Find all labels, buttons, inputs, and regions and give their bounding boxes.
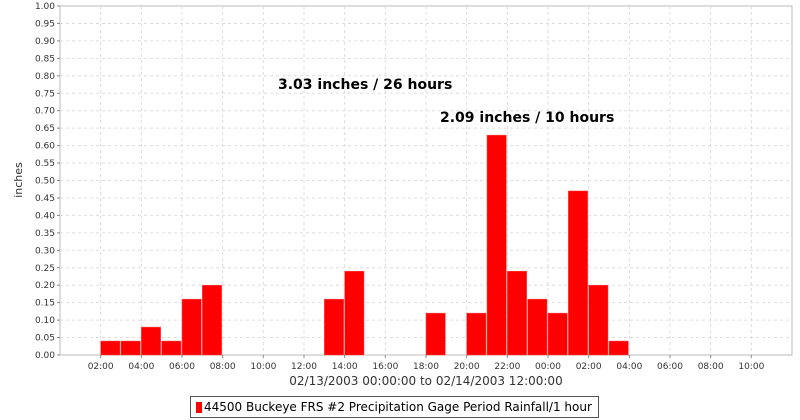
- bar: [588, 284, 609, 356]
- bar: [141, 326, 161, 356]
- legend-label: 44500 Buckeye FRS #2 Precipitation Gage …: [204, 400, 592, 414]
- x-tick-label: 00:00: [535, 362, 561, 372]
- annotation-event: 2.09 inches / 10 hours: [440, 110, 614, 126]
- y-tick-label: 0.30: [35, 246, 55, 256]
- bar: [608, 340, 629, 356]
- x-tick-label: 22:00: [494, 362, 520, 372]
- x-tick-label: 04:00: [616, 362, 642, 372]
- y-tick-label: 0.55: [35, 159, 55, 169]
- y-tick-label: 0.40: [35, 211, 55, 221]
- y-tick-label: 1.00: [35, 2, 55, 12]
- bar: [100, 340, 121, 356]
- x-tick-label: 10:00: [250, 362, 276, 372]
- y-tick-label: 0.95: [35, 19, 55, 29]
- x-tick-label: 16:00: [372, 362, 398, 372]
- bar: [486, 134, 507, 356]
- y-tick-label: 0.70: [35, 107, 55, 117]
- y-tick-label: 0.65: [35, 124, 55, 134]
- bar: [344, 270, 365, 356]
- bar: [161, 340, 182, 356]
- y-tick-label: 0.90: [35, 37, 55, 47]
- bar: [547, 312, 568, 356]
- y-tick-label: 0.00: [35, 351, 55, 361]
- y-tick-label: 0.05: [35, 334, 55, 344]
- y-tick-label: 0.50: [35, 177, 55, 187]
- y-tick-label: 0.85: [35, 54, 55, 64]
- x-tick-label: 02:00: [88, 362, 114, 372]
- bar: [527, 298, 548, 356]
- y-tick-label: 0.25: [35, 264, 55, 274]
- y-tick-label: 0.75: [35, 89, 55, 99]
- y-tick-label: 0.80: [35, 72, 55, 82]
- annotation-total: 3.03 inches / 26 hours: [278, 77, 452, 93]
- bars-group: [100, 134, 629, 356]
- x-tick-label: 20:00: [454, 362, 480, 372]
- y-tick-label: 0.10: [35, 316, 55, 326]
- legend-swatch: [196, 401, 202, 413]
- x-tick-label: 10:00: [738, 362, 764, 372]
- x-tick-label: 14:00: [332, 362, 358, 372]
- bar: [568, 190, 588, 356]
- legend: 44500 Buckeye FRS #2 Precipitation Gage …: [190, 396, 599, 418]
- bar: [181, 298, 202, 356]
- bar: [324, 298, 344, 356]
- bar: [120, 340, 141, 356]
- x-tick-label: 04:00: [128, 362, 154, 372]
- y-tick-label: 0.20: [35, 281, 55, 291]
- x-tick-label: 08:00: [210, 362, 236, 372]
- x-tick-label: 18:00: [413, 362, 439, 372]
- y-tick-label: 0.15: [35, 299, 55, 309]
- y-tick-label: 0.60: [35, 142, 55, 152]
- bar: [466, 312, 487, 356]
- x-axis-ticks: 02:00 04:00 06:00 08:00 10:00 12:00 14:00 16:00…: [88, 355, 765, 372]
- y-axis-label: inches: [12, 162, 25, 198]
- x-tick-label: 08:00: [698, 362, 724, 372]
- bar: [507, 270, 527, 356]
- y-tick-label: 0.45: [35, 194, 55, 204]
- x-tick-label: 06:00: [657, 362, 683, 372]
- bar: [425, 312, 446, 356]
- x-tick-label: 12:00: [291, 362, 317, 372]
- y-tick-label: 0.35: [35, 229, 55, 239]
- bar: [202, 284, 222, 356]
- x-tick-label: 06:00: [169, 362, 195, 372]
- x-tick-label: 02:00: [576, 362, 602, 372]
- y-axis-ticks: 0.00 0.05 0.10 0.15 0.20 0.25 0.30 0.35 0.40 0.45…: [35, 2, 60, 361]
- x-axis-label: 02/13/2003 00:00:00 to 02/14/2003 12:00:…: [289, 374, 562, 388]
